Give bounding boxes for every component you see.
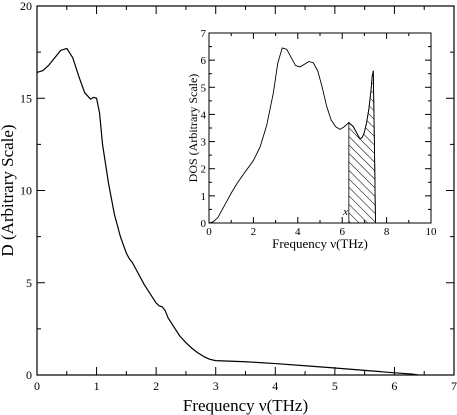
inset-x-tick-label: 6 bbox=[339, 226, 345, 238]
inset-y-axis-label: DOS (Arbitrary Scale) bbox=[186, 74, 200, 183]
main-x-axis-label: Frequency ν(THz) bbox=[183, 396, 308, 415]
main-y-tick-label: 10 bbox=[20, 184, 32, 198]
main-x-tick-label: 6 bbox=[391, 379, 397, 393]
inset-series-line bbox=[208, 47, 376, 224]
inset-y-tick-label: 3 bbox=[201, 137, 207, 149]
main-x-tick-label: 7 bbox=[451, 379, 457, 393]
main-series-line bbox=[36, 47, 419, 376]
inset-y-tick-label: 5 bbox=[201, 82, 207, 94]
inset-y-tick-label: 1 bbox=[201, 191, 207, 203]
inset-y-tick-label: 2 bbox=[201, 164, 207, 176]
main-y-tick-label: 20 bbox=[20, 0, 32, 13]
main-x-tick-label: 3 bbox=[213, 379, 219, 393]
inset-y-tick-label: 0 bbox=[201, 218, 207, 230]
inset-x-tick-label: 0 bbox=[206, 226, 212, 238]
inset-y-tick-label: 6 bbox=[201, 55, 207, 67]
inset-y-tick-label: 7 bbox=[201, 28, 207, 40]
main-y-tick-label: 5 bbox=[26, 276, 32, 290]
inset-x-tick-label: 2 bbox=[251, 226, 257, 238]
inset-x-tick-label: 10 bbox=[426, 226, 438, 238]
main-x-tick-label: 2 bbox=[153, 379, 159, 393]
inset-x-tick-label: 4 bbox=[295, 226, 301, 238]
main-x-tick-label: 4 bbox=[272, 379, 278, 393]
inset-background bbox=[200, 28, 438, 264]
main-x-tick-label: 1 bbox=[94, 379, 100, 393]
main-y-tick-label: 0 bbox=[26, 368, 32, 382]
inset-x-axis-label: Frequency ν(THz) bbox=[272, 236, 368, 251]
inset-chart: 0 2 4 6 8 10 0 1 2 3 4 5 6 7 Frequency ν(THz) DOS (Arbi… bbox=[186, 28, 438, 264]
main-x-tick-label: 5 bbox=[332, 379, 338, 393]
inset-annotation: x bbox=[342, 206, 348, 218]
main-y-tick-label: 15 bbox=[20, 91, 32, 105]
main-y-axis-label: D (Arbitrary Scale) bbox=[0, 124, 17, 256]
inset-x-tick-label: 8 bbox=[384, 226, 390, 238]
main-x-tick-label: 0 bbox=[34, 379, 40, 393]
inset-y-tick-label: 4 bbox=[201, 109, 207, 121]
